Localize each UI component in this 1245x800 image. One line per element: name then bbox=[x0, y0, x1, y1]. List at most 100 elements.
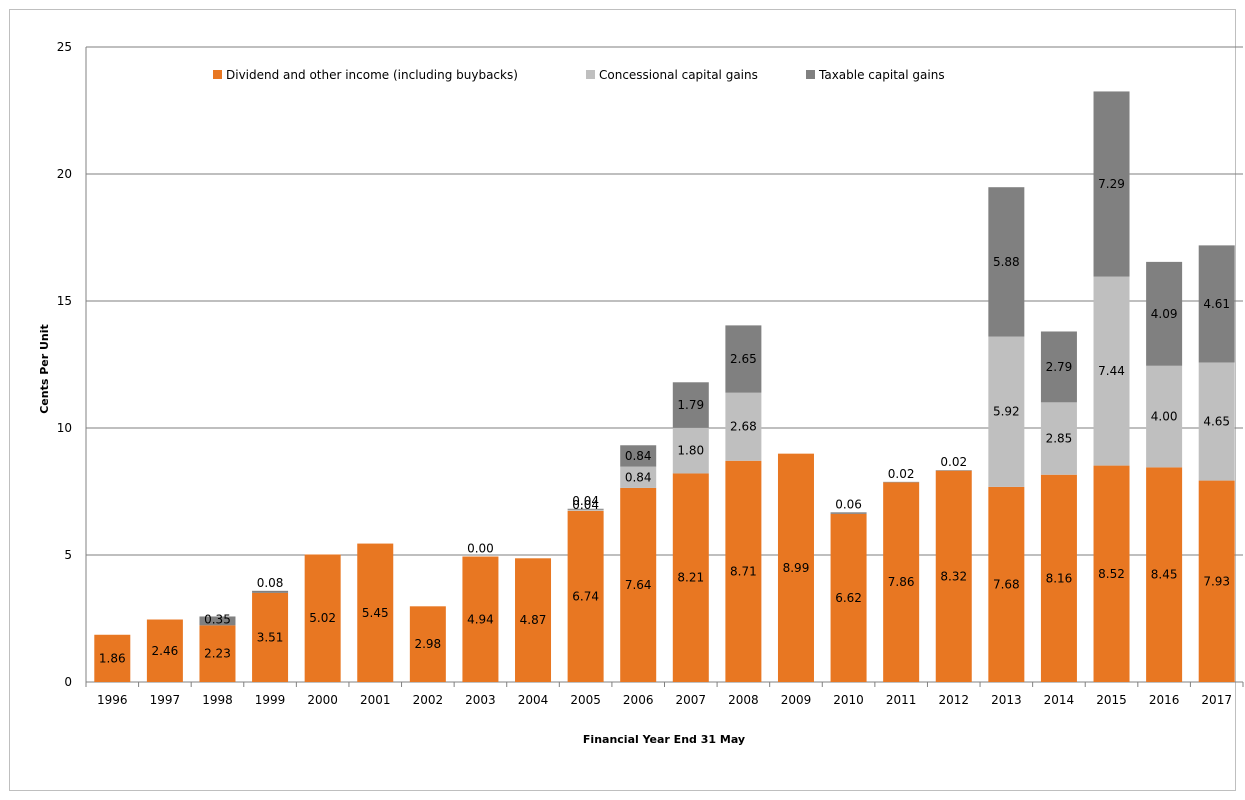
x-axis-title: Financial Year End 31 May bbox=[583, 733, 745, 746]
data-label-2008-s0: 8.71 bbox=[730, 564, 757, 578]
data-label-2008-s2: 2.65 bbox=[730, 352, 757, 366]
bar-segment-2007-s2 bbox=[672, 382, 709, 428]
bar-segment-2016-s1 bbox=[1146, 365, 1183, 468]
y-tick-label: 0 bbox=[64, 675, 72, 689]
data-label-2015-s1: 7.44 bbox=[1098, 364, 1125, 378]
data-label-2017-s1: 4.65 bbox=[1203, 415, 1230, 429]
data-labels: 1.86 2.46 2.23 0.35 3.51 0.08 5.02 5.45 2.98 4.94… bbox=[99, 177, 1230, 665]
x-tick-label-2017: 2017 bbox=[1201, 693, 1232, 707]
bar-segment-2014-s1 bbox=[1040, 402, 1077, 475]
data-label-1998-s2: 0.35 bbox=[204, 612, 231, 626]
data-label-2012-s0: 8.32 bbox=[940, 569, 967, 583]
bar-segment-2015-s0 bbox=[1093, 465, 1130, 682]
x-tick-label-2007: 2007 bbox=[676, 693, 707, 707]
y-tick-label: 25 bbox=[57, 40, 72, 54]
y-axis-title: Cents Per Unit bbox=[38, 324, 51, 414]
bar-segment-2003-s0 bbox=[462, 556, 499, 682]
data-label-1998-s0: 2.23 bbox=[204, 647, 231, 661]
bar-segment-2014-s0 bbox=[1040, 474, 1077, 682]
bar-segment-1999-s2 bbox=[252, 590, 289, 593]
bars bbox=[94, 91, 1235, 682]
bar-segment-2015-s1 bbox=[1093, 276, 1130, 466]
data-label-2003-s2: 0.00 bbox=[467, 542, 494, 556]
bar-segment-2000-s0 bbox=[304, 554, 341, 682]
bar-segment-2009-s0 bbox=[777, 453, 814, 682]
bar-segment-1998-s0 bbox=[199, 625, 236, 682]
data-label-2009-s0: 8.99 bbox=[783, 561, 810, 575]
bar-segment-2007-s0 bbox=[672, 473, 709, 682]
data-label-2007-s2: 1.79 bbox=[677, 398, 704, 412]
bar-segment-2012-s0 bbox=[935, 470, 972, 682]
data-label-2008-s1: 2.68 bbox=[730, 420, 757, 434]
x-tick-label-2001: 2001 bbox=[360, 693, 391, 707]
data-label-1999-s2: 0.08 bbox=[257, 576, 284, 590]
data-label-2016-s2: 4.09 bbox=[1151, 307, 1178, 321]
x-axis-ticks: 1996 1997 1998 1999 2000 2001 2002 2003 2004 2005… bbox=[97, 693, 1232, 707]
bar-segment-2017-s1 bbox=[1198, 362, 1235, 481]
x-tick-label-2015: 2015 bbox=[1096, 693, 1127, 707]
x-tick-label-2011: 2011 bbox=[886, 693, 917, 707]
data-label-2005-s2: 0.04 bbox=[572, 494, 599, 508]
chart-frame bbox=[9, 9, 1236, 791]
x-tick-label-2014: 2014 bbox=[1044, 693, 1075, 707]
bar-segment-2001-s0 bbox=[357, 543, 394, 682]
bar-segment-2015-s2 bbox=[1093, 91, 1130, 277]
data-label-2011-s2: 0.02 bbox=[888, 467, 915, 481]
data-label-2011-s0: 7.86 bbox=[888, 575, 915, 589]
data-label-2014-s2: 2.79 bbox=[1046, 360, 1073, 374]
bar-segment-2008-s2 bbox=[725, 325, 762, 393]
data-label-2010-s0: 6.62 bbox=[835, 591, 862, 605]
bar-segment-2013-s0 bbox=[988, 486, 1025, 682]
data-label-2015-s2: 7.29 bbox=[1098, 177, 1125, 191]
bar-segment-1996-s0 bbox=[94, 634, 131, 682]
data-label-1996-s0: 1.86 bbox=[99, 651, 126, 665]
bar-segment-2008-s1 bbox=[725, 392, 762, 461]
x-tick-label-2016: 2016 bbox=[1149, 693, 1180, 707]
bar-segment-2006-s0 bbox=[620, 487, 657, 682]
bar-segment-2013-s2 bbox=[988, 187, 1025, 337]
x-tick-label-2006: 2006 bbox=[623, 693, 654, 707]
x-tick-label-1999: 1999 bbox=[255, 693, 286, 707]
bar-segment-2016-s2 bbox=[1146, 261, 1183, 366]
legend-entry-2: Taxable capital gains bbox=[818, 68, 945, 82]
x-tick-label-2008: 2008 bbox=[728, 693, 759, 707]
bar-segment-2008-s0 bbox=[725, 460, 762, 682]
data-label-2004-s0: 4.87 bbox=[520, 613, 547, 627]
bar-segment-2010-s2 bbox=[830, 512, 867, 514]
data-label-2002-s0: 2.98 bbox=[414, 637, 441, 651]
bar-segment-2012-s2 bbox=[935, 470, 972, 471]
x-tick-label-2009: 2009 bbox=[781, 693, 812, 707]
data-label-2003-s0: 4.94 bbox=[467, 612, 494, 626]
data-label-2010-s2: 0.06 bbox=[835, 497, 862, 511]
data-label-2012-s2: 0.02 bbox=[940, 455, 967, 469]
data-label-2013-s0: 7.68 bbox=[993, 577, 1020, 591]
data-label-2016-s1: 4.00 bbox=[1151, 410, 1178, 424]
x-tick-label-2010: 2010 bbox=[833, 693, 864, 707]
x-tick-label-2005: 2005 bbox=[570, 693, 601, 707]
x-tick-label-1997: 1997 bbox=[150, 693, 181, 707]
y-axis-ticks: 0 5 10 15 20 25 bbox=[57, 40, 72, 689]
bar-segment-2006-s2 bbox=[620, 445, 657, 467]
x-tick-label-2002: 2002 bbox=[413, 693, 444, 707]
data-label-2014-s1: 2.85 bbox=[1046, 432, 1073, 446]
bar-segment-2011-s2 bbox=[883, 481, 920, 483]
bar-segment-2014-s2 bbox=[1040, 331, 1077, 403]
y-tick-label: 10 bbox=[57, 421, 72, 435]
data-label-2017-s2: 4.61 bbox=[1203, 297, 1230, 311]
bar-segment-2007-s1 bbox=[672, 427, 709, 474]
data-label-2016-s0: 8.45 bbox=[1151, 568, 1178, 582]
legend-entry-0: Dividend and other income (including buy… bbox=[226, 68, 518, 82]
bar-segment-2002-s0 bbox=[409, 606, 446, 682]
x-tick-label-2013: 2013 bbox=[991, 693, 1022, 707]
legend-entry-1: Concessional capital gains bbox=[599, 68, 758, 82]
data-label-2013-s2: 5.88 bbox=[993, 255, 1020, 269]
bar-segment-1999-s0 bbox=[252, 592, 289, 682]
legend-swatch-2 bbox=[806, 70, 815, 79]
data-label-2000-s0: 5.02 bbox=[309, 611, 336, 625]
data-label-2005-s1: 0.04 bbox=[572, 498, 599, 512]
x-tick-label-2003: 2003 bbox=[465, 693, 496, 707]
bar-segment-2010-s0 bbox=[830, 513, 867, 682]
bar-segment-2006-s1 bbox=[620, 466, 657, 488]
data-label-2006-s2: 0.84 bbox=[625, 449, 652, 463]
